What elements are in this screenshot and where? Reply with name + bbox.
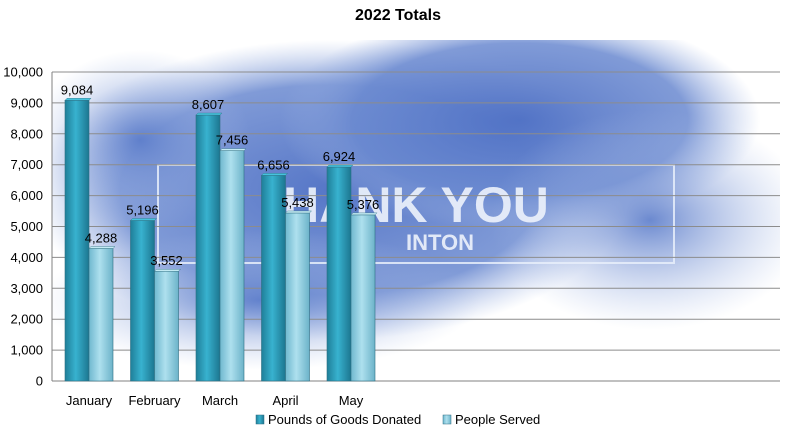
bar-people-served	[285, 212, 310, 382]
data-labels: 9,084 4,288 5,196 3,552 8,607 7,456 6,656 5,438…	[61, 82, 380, 268]
bar-pounds-donated	[130, 220, 155, 382]
legend: Pounds of Goods Donated People Served	[255, 412, 540, 427]
bar-top-face	[261, 173, 288, 176]
data-label: 5,196	[126, 202, 159, 217]
data-label: 5,376	[347, 197, 380, 212]
y-tick-label: 2,000	[10, 312, 43, 327]
y-tick-label: 5,000	[10, 219, 43, 234]
bar-top-face	[285, 210, 312, 214]
x-tick-label: February	[128, 393, 181, 408]
y-tick-label: 1,000	[10, 343, 43, 358]
bar-people-served	[219, 150, 245, 382]
bar-top-face	[326, 164, 354, 168]
legend-label: People Served	[455, 412, 540, 427]
data-label: 3,552	[150, 253, 183, 268]
bar-pounds-donated	[195, 114, 221, 382]
bar-people-served	[88, 248, 114, 382]
bar-pounds-donated	[64, 100, 90, 382]
y-tick-label: 3,000	[10, 281, 43, 296]
data-label: 4,288	[85, 231, 118, 246]
y-tick-label: 4,000	[10, 250, 43, 265]
x-tick-label: April	[272, 393, 298, 408]
y-tick-label: 0	[36, 374, 43, 389]
bar-people-served	[350, 214, 376, 382]
y-tick-label: 8,000	[10, 126, 43, 141]
data-label: 5,438	[281, 195, 314, 210]
data-label: 6,656	[257, 157, 290, 172]
legend-label: Pounds of Goods Donated	[268, 412, 421, 427]
bar-top-face	[154, 269, 181, 272]
data-label: 8,607	[192, 97, 225, 112]
y-tick-label: 7,000	[10, 157, 43, 172]
chart-title: 2022 Totals	[355, 7, 441, 24]
x-tick-label: May	[339, 393, 364, 408]
x-tick-label: March	[202, 393, 238, 408]
bars	[64, 98, 378, 382]
bar-top-face	[350, 212, 378, 216]
y-tick-label: 6,000	[10, 188, 43, 203]
banner-text-thank-you: HANK YOU	[283, 177, 549, 233]
bar-top-face	[195, 112, 223, 116]
data-label: 7,456	[216, 133, 249, 148]
legend-swatch	[255, 414, 265, 425]
banner-text-secondary: INTON	[406, 230, 474, 255]
data-label: 9,084	[61, 82, 94, 97]
y-tick-label: 10,000	[3, 65, 43, 80]
data-label: 6,924	[323, 149, 356, 164]
bar-top-face	[219, 148, 247, 151]
y-tick-label: 9,000	[10, 95, 43, 110]
legend-swatch	[442, 414, 452, 425]
bar-top-face	[88, 246, 116, 249]
bar-people-served	[154, 270, 179, 382]
x-tick-label: January	[66, 393, 113, 408]
bar-pounds-donated	[261, 175, 286, 382]
bar-top-face	[64, 98, 92, 101]
bar-top-face	[130, 218, 157, 221]
